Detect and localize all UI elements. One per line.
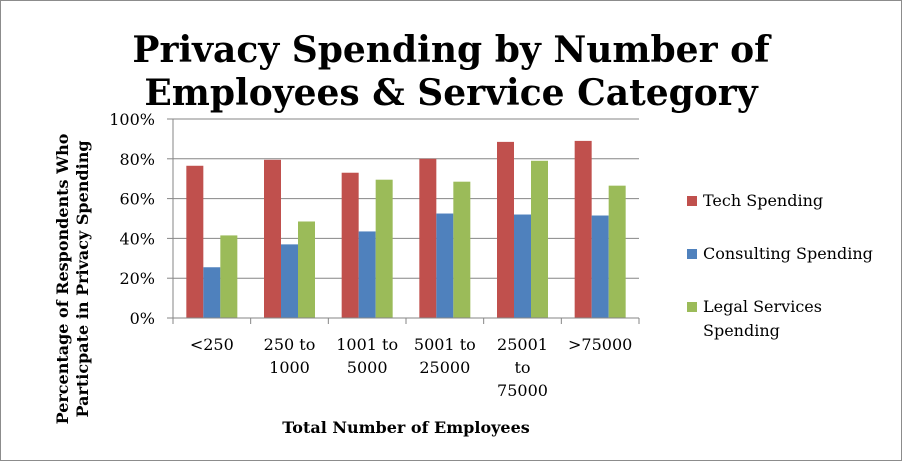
chart-title-line-1: Privacy Spending by Number of — [132, 29, 772, 71]
y-tick-labels: 0% 20% 40% 60% 80% 100% — [109, 110, 155, 328]
bar — [375, 179, 393, 318]
x-tick-label-line: 75000 — [497, 381, 548, 400]
bar — [453, 181, 471, 318]
chart-title: Privacy Spending by Number of Employees … — [132, 29, 772, 114]
x-tick-label: 250 to 1000 — [264, 335, 316, 377]
bar — [358, 231, 376, 318]
x-tick-label-line: 250 to — [264, 335, 316, 354]
x-tick-label: 1001 to 5000 — [336, 335, 398, 377]
bar — [186, 165, 204, 318]
x-tick-label: 25001 to 75000 — [497, 335, 548, 400]
x-tick-label-line: 5001 to — [414, 335, 476, 354]
x-tick-labels: <250 250 to 1000 1001 to 5000 5001 to 25000 250… — [190, 335, 632, 400]
bar — [591, 215, 609, 318]
bar — [220, 235, 238, 318]
x-tick-label-line: 5000 — [347, 358, 388, 377]
bar — [514, 214, 531, 318]
axes — [167, 118, 640, 324]
y-axis-title-line-2: Particpate in Privacy Spending — [73, 140, 92, 417]
legend-label-line: Tech Spending — [703, 191, 823, 210]
legend-swatch — [687, 249, 697, 259]
bar — [203, 267, 221, 318]
y-tick-label: 100% — [109, 110, 155, 129]
x-tick-label-line: 25001 — [497, 335, 548, 354]
bar — [341, 172, 359, 318]
x-tick-label-line: <250 — [190, 335, 234, 354]
bar — [298, 221, 315, 318]
bar — [531, 160, 548, 318]
x-tick-label-line: 1000 — [269, 358, 310, 377]
bar — [574, 140, 592, 318]
y-tick-label: 60% — [119, 190, 155, 209]
bar — [419, 158, 437, 318]
legend-swatch — [687, 302, 697, 312]
legend-label: Consulting Spending — [703, 244, 873, 263]
legend-label-line: Legal Services — [703, 297, 822, 316]
legend-label: Tech Spending — [703, 191, 823, 210]
x-tick-label-line: 1001 to — [336, 335, 398, 354]
legend: Tech Spending Consulting Spending Legal Se… — [687, 191, 873, 340]
bars — [186, 140, 626, 318]
x-tick-label: 5001 to 25000 — [414, 335, 476, 377]
x-tick-label-line: 25000 — [419, 358, 470, 377]
bar — [281, 244, 298, 318]
bar — [436, 213, 454, 318]
legend-swatch — [687, 196, 697, 206]
x-tick-label: <250 — [190, 335, 234, 354]
y-axis-title-line-1: Percentage of Respondents Who — [53, 133, 72, 424]
bar — [608, 185, 626, 318]
gridlines — [173, 118, 639, 279]
x-tick-label-line: to — [514, 358, 530, 377]
x-tick-label-line: >75000 — [568, 335, 632, 354]
y-tick-label: 20% — [119, 269, 155, 288]
chart-title-line-2: Employees & Service Category — [144, 72, 758, 114]
legend-label-line: Spending — [703, 321, 780, 340]
x-axis-title: Total Number of Employees — [282, 418, 530, 437]
y-tick-label: 0% — [130, 309, 155, 328]
y-tick-label: 40% — [119, 229, 155, 248]
legend-label: Legal Services Spending — [703, 297, 822, 340]
y-axis-title: Percentage of Respondents Who Particpate… — [53, 133, 92, 424]
legend-label-line: Consulting Spending — [703, 244, 873, 263]
x-tick-label: >75000 — [568, 335, 632, 354]
bar — [497, 141, 514, 318]
y-tick-label: 80% — [119, 150, 155, 169]
bar — [264, 159, 281, 318]
